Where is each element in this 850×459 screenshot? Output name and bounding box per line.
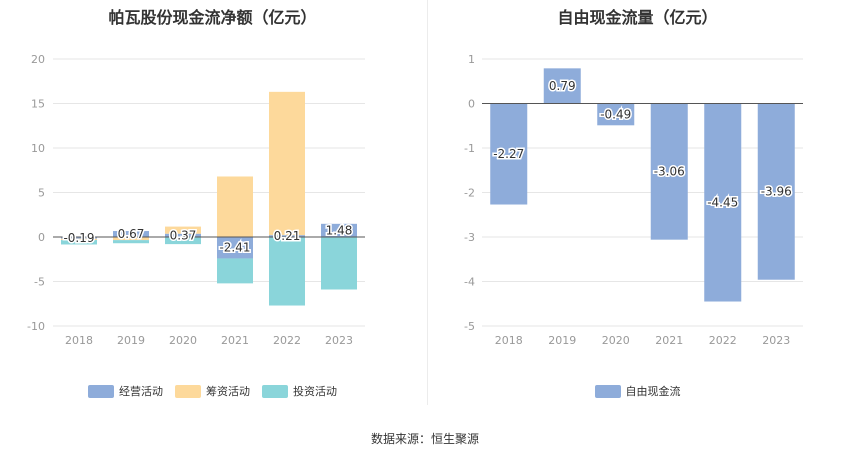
- data-label: -4.45: [707, 196, 738, 210]
- cash-flow-chart-panel: 帕瓦股份现金流净额（亿元） 20 15 10 5 0 -5 -10 2018 2019 2020 2…: [0, 0, 425, 410]
- legend-item[interactable]: 筹资活动: [175, 383, 250, 399]
- y-tick-label: 1: [468, 53, 475, 66]
- data-label: 0.37: [170, 228, 197, 242]
- bar: [269, 91, 305, 236]
- bar: [217, 258, 253, 284]
- legend-item[interactable]: 投资活动: [262, 383, 337, 399]
- legend-label: 自由现金流: [625, 385, 681, 398]
- x-tick-label: 2019: [548, 334, 576, 347]
- bar: [321, 223, 357, 237]
- panel-divider: [427, 0, 428, 405]
- x-tick-label: 2021: [221, 334, 249, 347]
- bar: [321, 237, 357, 290]
- data-label: -2.27: [493, 147, 524, 161]
- bar: [757, 103, 795, 280]
- chart-legend: 自由现金流: [425, 383, 850, 399]
- bar: [61, 240, 97, 245]
- legend-swatch: [262, 384, 288, 398]
- data-label: 1.48: [326, 223, 353, 237]
- chart-legend: 经营活动 筹资活动 投资活动: [0, 383, 425, 399]
- y-tick-label: -5: [34, 276, 45, 289]
- bar: [269, 235, 305, 237]
- x-tick-label: 2019: [117, 334, 145, 347]
- y-tick-label: -3: [464, 231, 475, 244]
- bar: [490, 103, 528, 205]
- free-cash-flow-chart-plot: 1 0 -1 -2 -3 -4 -5 2018 2019 2020 2021 2022 2023 -2.2…: [464, 53, 803, 347]
- x-tick-label: 2018: [495, 334, 523, 347]
- data-label: -0.49: [600, 107, 631, 121]
- bar: [597, 103, 635, 126]
- data-source-note: 数据来源：恒生聚源: [370, 432, 479, 446]
- legend-swatch: [175, 384, 201, 398]
- bar: [61, 238, 97, 241]
- y-tick-label: -10: [27, 320, 45, 333]
- data-label: 0.21: [274, 229, 301, 243]
- legend-label: 筹资活动: [206, 385, 250, 398]
- chart-title: 帕瓦股份现金流净额（亿元）: [108, 8, 317, 27]
- x-tick-label: 2023: [325, 334, 353, 347]
- x-tick-label: 2022: [273, 334, 301, 347]
- y-tick-label: 5: [38, 187, 45, 200]
- data-label: 0.79: [549, 79, 576, 93]
- y-tick-label: 20: [31, 53, 45, 66]
- y-tick-label: -1: [464, 142, 475, 155]
- bar: [704, 103, 742, 302]
- y-tick-label: -2: [464, 187, 475, 200]
- bar: [269, 237, 305, 306]
- y-tick-label: -4: [464, 276, 475, 289]
- x-tick-label: 2020: [602, 334, 630, 347]
- data-label: -2.41: [219, 241, 250, 255]
- data-label: -3.96: [761, 185, 792, 199]
- bar: [165, 233, 201, 237]
- x-tick-label: 2021: [655, 334, 683, 347]
- legend-swatch: [594, 384, 621, 398]
- x-tick-label: 2023: [762, 334, 790, 347]
- y-tick-label: 0: [38, 231, 45, 244]
- legend-label: 投资活动: [293, 385, 337, 398]
- bar: [113, 231, 149, 237]
- y-tick-label: -5: [464, 320, 475, 333]
- bar: [217, 237, 253, 259]
- legend-label: 经营活动: [119, 385, 163, 398]
- bar: [650, 103, 688, 240]
- x-tick-label: 2022: [709, 334, 737, 347]
- bar: [113, 240, 149, 244]
- legend-item[interactable]: 经营活动: [88, 383, 163, 399]
- bar: [543, 68, 581, 104]
- x-tick-label: 2020: [169, 334, 197, 347]
- data-label: 0.67: [118, 227, 145, 241]
- bar: [113, 237, 149, 241]
- cash-flow-chart-plot: 20 15 10 5 0 -5 -10 2018 2019 2020 2021 2022 2023 -0.…: [27, 53, 365, 347]
- legend-swatch: [88, 384, 114, 398]
- data-label: -0.19: [63, 231, 94, 245]
- y-tick-label: 15: [31, 98, 45, 111]
- data-label: -3.06: [654, 165, 685, 179]
- bar: [165, 237, 201, 245]
- legend-item[interactable]: 自由现金流: [594, 383, 681, 399]
- x-tick-label: 2018: [65, 334, 93, 347]
- y-tick-label: 0: [468, 98, 475, 111]
- bar: [61, 237, 97, 239]
- bar: [217, 176, 253, 237]
- free-cash-flow-chart-panel: 自由现金流量（亿元） 1 0 -1 -2 -3 -4 -5 2018 2019 2020 2021 2…: [425, 0, 850, 410]
- bar: [165, 226, 201, 234]
- chart-title: 自由现金流量（亿元）: [557, 8, 718, 27]
- y-tick-label: 10: [31, 142, 45, 155]
